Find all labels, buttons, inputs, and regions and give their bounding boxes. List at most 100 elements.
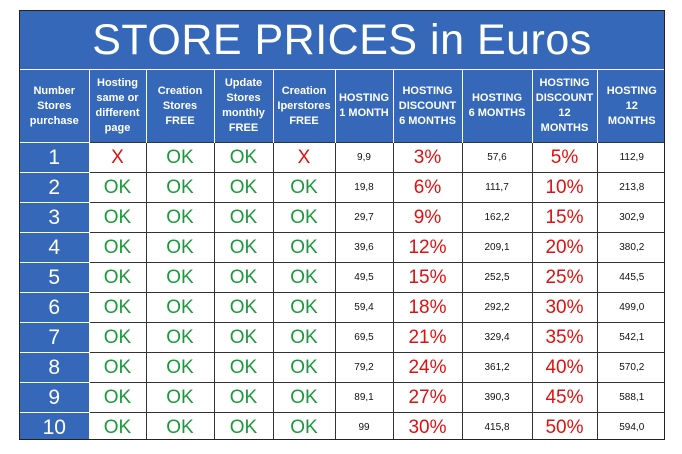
header-line: FREE (289, 114, 319, 127)
discount-12-months-cell: 40% (532, 352, 598, 383)
store-count-cell: 8 (20, 352, 90, 383)
hosting-page-cell: OK (89, 262, 147, 293)
update-stores-cell: OK (214, 292, 274, 323)
store-count-cell: 10 (20, 412, 90, 439)
creation-stores-cell: OK (146, 292, 215, 323)
hosting-6-months-price: 415,8 (462, 412, 533, 439)
header-line: 12 (625, 99, 638, 112)
discount-12-months-cell: 30% (532, 292, 598, 323)
header-line: Iperstores (277, 99, 331, 112)
update-stores-cell: OK (214, 232, 274, 263)
creation-stores-cell: OK (146, 202, 215, 233)
hosting-page-cell: OK (89, 202, 147, 233)
header-row: Number Stores purchase Hosting same or differ… (20, 70, 664, 143)
hosting-12-months-price: 112,9 (597, 142, 664, 173)
header-line: 1 MONTH (339, 107, 389, 119)
header-line: HOSTING (402, 84, 453, 97)
hosting-1-month-price: 69,5 (335, 322, 394, 353)
discount-6-months-cell: 30% (393, 412, 463, 439)
hosting-6-months-price: 361,2 (462, 352, 533, 383)
hosting-6-months-price: 252,5 (462, 262, 533, 293)
header-line: DISCOUNT (398, 99, 457, 112)
hosting-6-months-price: 292,2 (462, 292, 533, 323)
header-line: FREE (165, 114, 195, 127)
header-number-stores-purchase: Number Stores purchase (20, 70, 90, 143)
creation-iperstores-cell: OK (273, 202, 336, 233)
update-stores-cell: OK (214, 202, 274, 233)
hosting-page-cell: OK (89, 232, 147, 263)
update-stores-cell: OK (214, 382, 274, 413)
creation-stores-cell: OK (146, 232, 215, 263)
hosting-6-months-price: 209,1 (462, 232, 533, 263)
creation-iperstores-cell: OK (273, 382, 336, 413)
table-row: 6 OK OK OK OK 59,4 18% 292,2 30% 499,0 (20, 292, 664, 323)
hosting-page-cell: OK (89, 322, 147, 353)
header-line: Update (224, 77, 263, 89)
hosting-page-cell: OK (89, 292, 147, 323)
header-line: HOSTING (539, 77, 590, 89)
discount-6-months-cell: 15% (393, 262, 463, 293)
hosting-1-month-price: 39,6 (335, 232, 394, 263)
creation-iperstores-cell: OK (273, 232, 336, 263)
hosting-12-months-price: 445,5 (597, 262, 664, 293)
hosting-page-cell: OK (89, 172, 147, 203)
header-creation-iperstores-free: Creation Iperstores FREE (273, 70, 336, 143)
creation-iperstores-cell: X (273, 142, 336, 173)
creation-iperstores-cell: OK (273, 172, 336, 203)
hosting-page-cell: X (89, 142, 147, 173)
header-line: HOSTING (471, 92, 523, 104)
creation-stores-cell: OK (146, 172, 215, 203)
header-line: 6 MONTHS (468, 107, 526, 119)
header-hosting-discount-12-months: HOSTING DISCOUNT 12 MONTHS (532, 70, 598, 143)
hosting-1-month-price: 59,4 (335, 292, 394, 323)
header-line: 6 MONTHS (399, 114, 456, 127)
page-title: STORE PRICES in Euros (20, 11, 664, 70)
hosting-page-cell: OK (89, 382, 147, 413)
creation-iperstores-cell: OK (273, 412, 336, 439)
store-count-cell: 5 (20, 262, 90, 293)
store-count-cell: 2 (20, 172, 90, 203)
creation-iperstores-cell: OK (273, 352, 336, 383)
discount-6-months-cell: 27% (393, 382, 463, 413)
hosting-page-cell: OK (89, 412, 147, 439)
header-hosting-1-month: HOSTING 1 MONTH (335, 70, 394, 143)
table-row: 9 OK OK OK OK 89,1 27% 390,3 45% 588,1 (20, 382, 664, 413)
header-hosting-6-months: HOSTING 6 MONTHS (462, 70, 533, 143)
creation-iperstores-cell: OK (273, 292, 336, 323)
table-row: 3 OK OK OK OK 29,7 9% 162,2 15% 302,9 (20, 202, 664, 233)
hosting-6-months-price: 329,4 (462, 322, 533, 353)
header-hosting-12-months: HOSTING 12 MONTHS (597, 70, 664, 143)
discount-12-months-cell: 20% (532, 232, 598, 263)
hosting-1-month-price: 89,1 (335, 382, 394, 413)
header-hosting-discount-6-months: HOSTING DISCOUNT 6 MONTHS (393, 70, 463, 143)
header-update-stores-monthly-free: Update Stores monthly FREE (214, 70, 274, 143)
table-body: 1 X OK OK X 9,9 3% 57,6 5% 112,9 2 OK OK OK OK 19,8 6% 11… (20, 142, 664, 439)
table-row: 8 OK OK OK OK 79,2 24% 361,2 40% 570,2 (20, 352, 664, 383)
creation-stores-cell: OK (146, 412, 215, 439)
creation-stores-cell: OK (146, 322, 215, 353)
header-hosting-same-or-different-page: Hosting same or different page (89, 70, 147, 143)
hosting-12-months-price: 499,0 (597, 292, 664, 323)
header-line: DISCOUNT (535, 92, 594, 104)
header-line: HOSTING (606, 84, 657, 97)
table-row: 4 OK OK OK OK 39,6 12% 209,1 20% 380,2 (20, 232, 664, 263)
discount-6-months-cell: 3% (393, 142, 463, 173)
store-count-cell: 6 (20, 292, 90, 323)
header-line: 12 MONTHS (540, 107, 589, 134)
header-line: monthly (222, 107, 265, 119)
table-row: 5 OK OK OK OK 49,5 15% 252,5 25% 445,5 (20, 262, 664, 293)
header-line: Hosting (97, 77, 138, 89)
hosting-6-months-price: 162,2 (462, 202, 533, 233)
hosting-12-months-price: 213,8 (597, 172, 664, 203)
table-row: 7 OK OK OK OK 69,5 21% 329,4 35% 542,1 (20, 322, 664, 353)
discount-12-months-cell: 45% (532, 382, 598, 413)
table-row: 1 X OK OK X 9,9 3% 57,6 5% 112,9 (20, 142, 664, 173)
header-creation-stores-free: Creation Stores FREE (146, 70, 215, 143)
creation-iperstores-cell: OK (273, 322, 336, 353)
update-stores-cell: OK (214, 322, 274, 353)
store-count-cell: 1 (20, 142, 90, 173)
discount-12-months-cell: 25% (532, 262, 598, 293)
creation-stores-cell: OK (146, 262, 215, 293)
hosting-page-cell: OK (89, 352, 147, 383)
creation-stores-cell: OK (146, 352, 215, 383)
